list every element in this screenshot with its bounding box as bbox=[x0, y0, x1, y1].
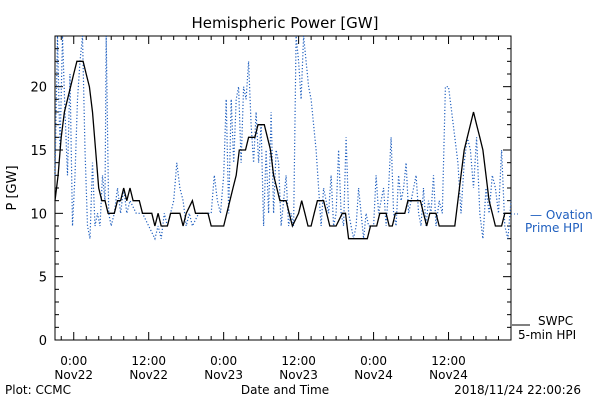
x-tick-label-date: Nov23 bbox=[279, 368, 318, 382]
legend-swpc-line2: 5-min HPI bbox=[518, 328, 576, 342]
y-tick-label: 20 bbox=[30, 81, 47, 96]
legend-ovation-line1: — Ovation bbox=[530, 208, 593, 222]
y-axis-ticks: 0 5 10 15 20 bbox=[30, 35, 511, 349]
y-tick-label: 5 bbox=[39, 271, 47, 286]
x-tick-label-time: 12:00 bbox=[281, 354, 316, 368]
x-axis-ticks: 0:00Nov2212:00Nov220:00Nov2312:00Nov230:… bbox=[54, 36, 512, 382]
footer-timestamp: 2018/11/24 22:00:26 bbox=[454, 383, 581, 397]
x-tick-label-date: Nov23 bbox=[204, 368, 243, 382]
x-tick-label-time: 12:00 bbox=[431, 354, 466, 368]
y-axis-label: P [GW] bbox=[5, 165, 20, 210]
x-tick-label-time: 0:00 bbox=[210, 354, 237, 368]
legend-ovation-line2: Prime HPI bbox=[525, 221, 583, 235]
x-tick-label-date: Nov24 bbox=[354, 368, 393, 382]
y-tick-label: 15 bbox=[30, 144, 47, 159]
legend-swpc-line1: SWPC bbox=[538, 314, 573, 328]
x-tick-label-date: Nov24 bbox=[429, 368, 468, 382]
x-tick-label-time: 0:00 bbox=[360, 354, 387, 368]
legend: — Ovation Prime HPI SWPC 5-min HPI bbox=[511, 208, 593, 342]
series-ovation-prime-line bbox=[54, 35, 512, 241]
series-layer bbox=[54, 35, 512, 241]
y-tick-label: 10 bbox=[30, 207, 47, 222]
footer-plot-credit: Plot: CCMC bbox=[5, 383, 71, 397]
x-tick-label-date: Nov22 bbox=[54, 368, 93, 382]
x-axis-label: Date and Time bbox=[241, 383, 329, 397]
y-tick-label: 0 bbox=[39, 334, 47, 349]
series-swpc-line bbox=[54, 60, 511, 240]
x-tick-label-time: 12:00 bbox=[131, 354, 166, 368]
x-tick-label-time: 0:00 bbox=[60, 354, 87, 368]
chart-title: Hemispheric Power [GW] bbox=[192, 14, 379, 32]
x-tick-label-date: Nov22 bbox=[129, 368, 168, 382]
